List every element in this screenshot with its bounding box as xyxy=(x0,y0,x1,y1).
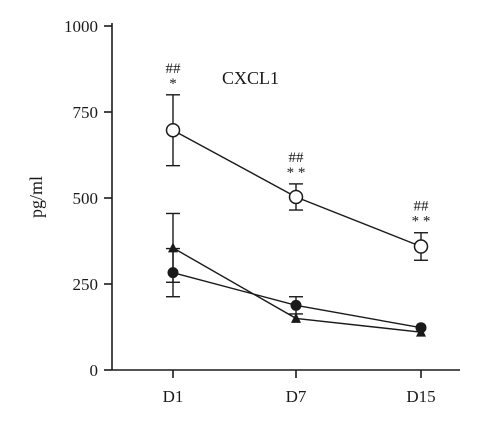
y-tick-label: 0 xyxy=(90,361,99,380)
data-point-triangle xyxy=(416,326,426,337)
data-point-open-circle xyxy=(288,189,304,205)
data-point-triangle xyxy=(168,242,178,253)
significance-label: * xyxy=(169,76,177,92)
series-triangle xyxy=(166,212,426,337)
y-tick-label: 250 xyxy=(73,275,99,294)
significance-label: ## xyxy=(289,150,305,166)
chart-title: CXCL1 xyxy=(222,68,279,88)
data-point-open-circle xyxy=(413,239,429,254)
data-point-open-circle xyxy=(165,122,181,138)
series-line-open-circle xyxy=(172,129,422,248)
y-ticks: 0 250 500 750 1000 xyxy=(64,17,112,380)
significance-label: * * xyxy=(287,165,306,181)
axes xyxy=(111,23,460,371)
y-tick-label: 1000 xyxy=(64,17,98,36)
x-tick-label: D15 xyxy=(406,387,435,406)
series-layer: *##* *##* *## xyxy=(165,61,431,337)
significance-label: * * xyxy=(412,214,431,230)
x-tick-label: D1 xyxy=(163,387,184,406)
data-point-filled-circle xyxy=(290,299,302,311)
y-axis-label: pg/ml xyxy=(26,176,46,218)
x-tick-label: D7 xyxy=(286,387,307,406)
significance-label: ## xyxy=(414,199,430,215)
significance-label: ## xyxy=(166,61,182,77)
series-open-circle: *##* *##* *## xyxy=(165,61,431,261)
y-tick-label: 500 xyxy=(73,189,99,208)
data-point-triangle xyxy=(291,312,301,323)
x-ticks: D1 D7 D15 xyxy=(163,370,436,406)
y-tick-label: 750 xyxy=(73,103,99,122)
